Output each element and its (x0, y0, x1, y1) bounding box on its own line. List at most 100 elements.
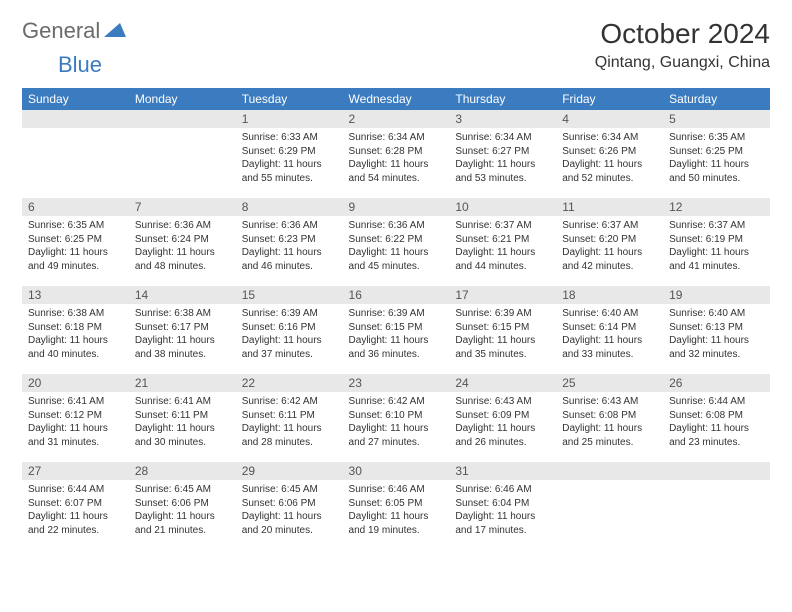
day-details: Sunrise: 6:43 AMSunset: 6:08 PMDaylight:… (556, 392, 663, 455)
calendar-day: 10Sunrise: 6:37 AMSunset: 6:21 PMDayligh… (449, 198, 556, 286)
brand-triangle-icon (104, 21, 126, 42)
calendar-week: 27Sunrise: 6:44 AMSunset: 6:07 PMDayligh… (22, 462, 770, 550)
sunrise: Sunrise: 6:36 AM (242, 219, 337, 233)
day-number: 23 (343, 374, 450, 392)
daylight: Daylight: 11 hours and 40 minutes. (28, 334, 123, 361)
sunrise: Sunrise: 6:41 AM (28, 395, 123, 409)
calendar-day: 4Sunrise: 6:34 AMSunset: 6:26 PMDaylight… (556, 110, 663, 198)
calendar-day: 28Sunrise: 6:45 AMSunset: 6:06 PMDayligh… (129, 462, 236, 550)
calendar-day: 16Sunrise: 6:39 AMSunset: 6:15 PMDayligh… (343, 286, 450, 374)
weekday-header: Wednesday (343, 88, 450, 110)
calendar-day-empty (556, 462, 663, 550)
calendar-day: 13Sunrise: 6:38 AMSunset: 6:18 PMDayligh… (22, 286, 129, 374)
day-details: Sunrise: 6:33 AMSunset: 6:29 PMDaylight:… (236, 128, 343, 191)
day-number-empty (663, 462, 770, 480)
month-title: October 2024 (595, 18, 770, 50)
daylight: Daylight: 11 hours and 36 minutes. (349, 334, 444, 361)
day-details: Sunrise: 6:42 AMSunset: 6:11 PMDaylight:… (236, 392, 343, 455)
sunset: Sunset: 6:16 PM (242, 321, 337, 335)
calendar-day: 14Sunrise: 6:38 AMSunset: 6:17 PMDayligh… (129, 286, 236, 374)
daylight: Daylight: 11 hours and 48 minutes. (135, 246, 230, 273)
day-details: Sunrise: 6:39 AMSunset: 6:16 PMDaylight:… (236, 304, 343, 367)
calendar-day: 17Sunrise: 6:39 AMSunset: 6:15 PMDayligh… (449, 286, 556, 374)
day-number: 16 (343, 286, 450, 304)
daylight: Daylight: 11 hours and 32 minutes. (669, 334, 764, 361)
day-number: 1 (236, 110, 343, 128)
sunrise: Sunrise: 6:43 AM (455, 395, 550, 409)
sunrise: Sunrise: 6:44 AM (669, 395, 764, 409)
daylight: Daylight: 11 hours and 42 minutes. (562, 246, 657, 273)
sunrise: Sunrise: 6:42 AM (242, 395, 337, 409)
daylight: Daylight: 11 hours and 27 minutes. (349, 422, 444, 449)
day-details: Sunrise: 6:34 AMSunset: 6:28 PMDaylight:… (343, 128, 450, 191)
day-details: Sunrise: 6:46 AMSunset: 6:05 PMDaylight:… (343, 480, 450, 543)
daylight: Daylight: 11 hours and 50 minutes. (669, 158, 764, 185)
day-number-empty (129, 110, 236, 128)
weekday-header: Sunday (22, 88, 129, 110)
day-details: Sunrise: 6:41 AMSunset: 6:11 PMDaylight:… (129, 392, 236, 455)
day-number: 29 (236, 462, 343, 480)
sunset: Sunset: 6:19 PM (669, 233, 764, 247)
day-details: Sunrise: 6:44 AMSunset: 6:07 PMDaylight:… (22, 480, 129, 543)
daylight: Daylight: 11 hours and 19 minutes. (349, 510, 444, 537)
calendar-day: 30Sunrise: 6:46 AMSunset: 6:05 PMDayligh… (343, 462, 450, 550)
calendar-day: 3Sunrise: 6:34 AMSunset: 6:27 PMDaylight… (449, 110, 556, 198)
sunrise: Sunrise: 6:39 AM (455, 307, 550, 321)
calendar-day: 22Sunrise: 6:42 AMSunset: 6:11 PMDayligh… (236, 374, 343, 462)
sunset: Sunset: 6:12 PM (28, 409, 123, 423)
day-number: 28 (129, 462, 236, 480)
sunset: Sunset: 6:17 PM (135, 321, 230, 335)
day-details: Sunrise: 6:37 AMSunset: 6:19 PMDaylight:… (663, 216, 770, 279)
day-number: 15 (236, 286, 343, 304)
day-details: Sunrise: 6:45 AMSunset: 6:06 PMDaylight:… (129, 480, 236, 543)
sunset: Sunset: 6:11 PM (242, 409, 337, 423)
sunrise: Sunrise: 6:37 AM (562, 219, 657, 233)
daylight: Daylight: 11 hours and 52 minutes. (562, 158, 657, 185)
calendar-week: 1Sunrise: 6:33 AMSunset: 6:29 PMDaylight… (22, 110, 770, 198)
daylight: Daylight: 11 hours and 53 minutes. (455, 158, 550, 185)
day-details: Sunrise: 6:44 AMSunset: 6:08 PMDaylight:… (663, 392, 770, 455)
day-details: Sunrise: 6:35 AMSunset: 6:25 PMDaylight:… (22, 216, 129, 279)
sunrise: Sunrise: 6:35 AM (669, 131, 764, 145)
day-details: Sunrise: 6:39 AMSunset: 6:15 PMDaylight:… (449, 304, 556, 367)
sunset: Sunset: 6:24 PM (135, 233, 230, 247)
daylight: Daylight: 11 hours and 25 minutes. (562, 422, 657, 449)
day-details: Sunrise: 6:45 AMSunset: 6:06 PMDaylight:… (236, 480, 343, 543)
day-details: Sunrise: 6:37 AMSunset: 6:20 PMDaylight:… (556, 216, 663, 279)
sunrise: Sunrise: 6:33 AM (242, 131, 337, 145)
day-details: Sunrise: 6:36 AMSunset: 6:24 PMDaylight:… (129, 216, 236, 279)
day-details: Sunrise: 6:38 AMSunset: 6:18 PMDaylight:… (22, 304, 129, 367)
calendar-day: 9Sunrise: 6:36 AMSunset: 6:22 PMDaylight… (343, 198, 450, 286)
sunrise: Sunrise: 6:40 AM (562, 307, 657, 321)
sunrise: Sunrise: 6:37 AM (455, 219, 550, 233)
daylight: Daylight: 11 hours and 20 minutes. (242, 510, 337, 537)
calendar-day: 6Sunrise: 6:35 AMSunset: 6:25 PMDaylight… (22, 198, 129, 286)
sunset: Sunset: 6:22 PM (349, 233, 444, 247)
daylight: Daylight: 11 hours and 30 minutes. (135, 422, 230, 449)
day-number: 25 (556, 374, 663, 392)
calendar-day: 23Sunrise: 6:42 AMSunset: 6:10 PMDayligh… (343, 374, 450, 462)
calendar-week: 6Sunrise: 6:35 AMSunset: 6:25 PMDaylight… (22, 198, 770, 286)
sunrise: Sunrise: 6:45 AM (242, 483, 337, 497)
daylight: Daylight: 11 hours and 45 minutes. (349, 246, 444, 273)
calendar-day: 1Sunrise: 6:33 AMSunset: 6:29 PMDaylight… (236, 110, 343, 198)
weekday-header: Saturday (663, 88, 770, 110)
sunrise: Sunrise: 6:42 AM (349, 395, 444, 409)
title-block: October 2024 Qintang, Guangxi, China (595, 18, 770, 72)
day-number: 7 (129, 198, 236, 216)
calendar-day: 12Sunrise: 6:37 AMSunset: 6:19 PMDayligh… (663, 198, 770, 286)
calendar-day: 24Sunrise: 6:43 AMSunset: 6:09 PMDayligh… (449, 374, 556, 462)
daylight: Daylight: 11 hours and 28 minutes. (242, 422, 337, 449)
daylight: Daylight: 11 hours and 44 minutes. (455, 246, 550, 273)
weekday-header: Thursday (449, 88, 556, 110)
calendar-day-empty (129, 110, 236, 198)
calendar-day: 8Sunrise: 6:36 AMSunset: 6:23 PMDaylight… (236, 198, 343, 286)
sunset: Sunset: 6:14 PM (562, 321, 657, 335)
sunrise: Sunrise: 6:39 AM (242, 307, 337, 321)
daylight: Daylight: 11 hours and 54 minutes. (349, 158, 444, 185)
sunrise: Sunrise: 6:36 AM (135, 219, 230, 233)
daylight: Daylight: 11 hours and 35 minutes. (455, 334, 550, 361)
sunset: Sunset: 6:06 PM (135, 497, 230, 511)
sunset: Sunset: 6:25 PM (669, 145, 764, 159)
weekday-header: Friday (556, 88, 663, 110)
